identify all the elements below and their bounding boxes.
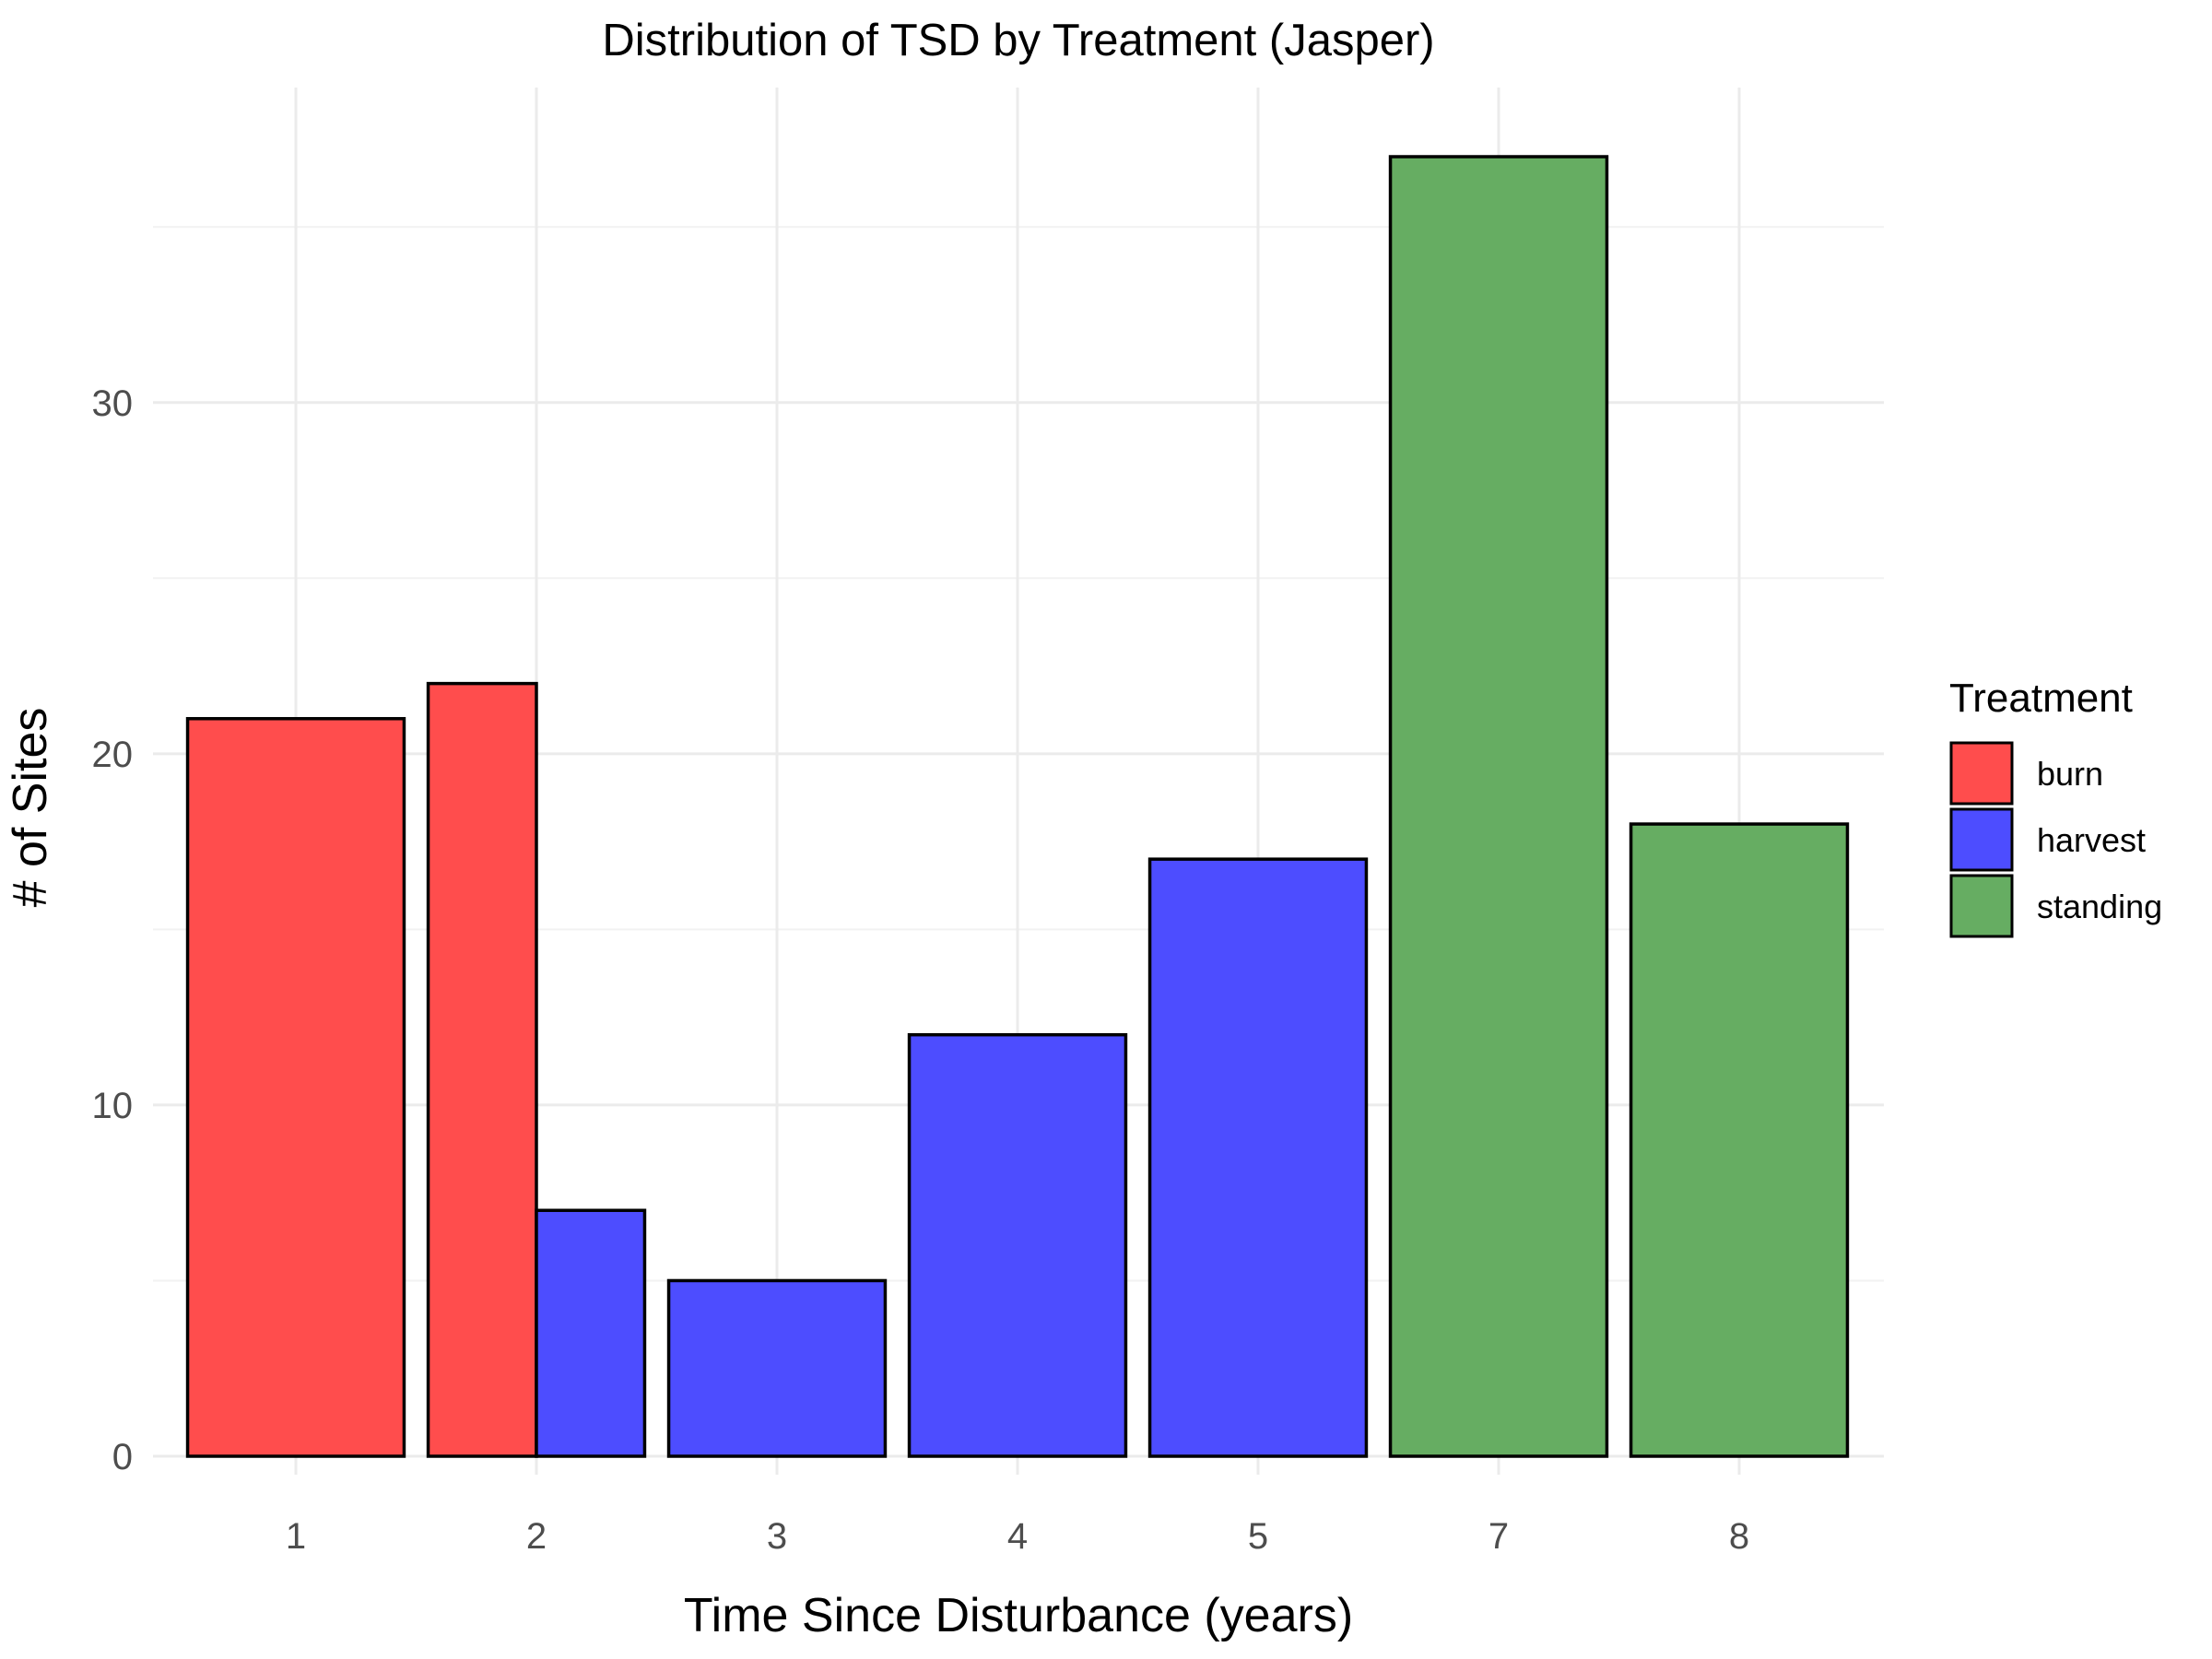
y-tick-label: 10 (92, 1086, 134, 1126)
x-tick-label: 4 (1007, 1516, 1028, 1557)
x-tick-labels: 1 2 3 4 5 7 8 (286, 1516, 1749, 1557)
chart-title: Distribution of TSD by Treatment (Jasper… (602, 16, 1434, 65)
legend-swatch-standing (1949, 874, 2014, 938)
bar-harvest-3 (666, 1278, 888, 1458)
x-tick-label: 3 (767, 1516, 787, 1557)
y-tick-label: 0 (112, 1437, 133, 1477)
bar-standing-8 (1629, 822, 1850, 1458)
legend-label-standing: standing (2037, 888, 2162, 925)
x-tick-label: 7 (1488, 1516, 1509, 1557)
bar-harvest-2 (535, 1208, 647, 1458)
y-tick-label: 20 (92, 735, 134, 775)
bar-harvest-5 (1147, 857, 1369, 1458)
y-axis-title: # of Sites (4, 708, 57, 908)
bar-burn-2 (426, 681, 538, 1458)
x-tick-label: 2 (526, 1516, 547, 1557)
bars (185, 155, 1850, 1458)
legend-label-harvest: harvest (2037, 821, 2146, 859)
x-tick-label: 8 (1729, 1516, 1749, 1557)
x-tick-label: 1 (286, 1516, 306, 1557)
bar-standing-7 (1388, 155, 1609, 1458)
legend-swatch-harvest (1949, 807, 2014, 872)
y-tick-labels: 0 10 20 30 (92, 383, 134, 1477)
x-axis-title: Time Since Disturbance (years) (684, 1589, 1353, 1642)
x-tick-label: 5 (1248, 1516, 1268, 1557)
legend-label-burn: burn (2037, 755, 2103, 793)
legend-title: Treatment (1949, 676, 2133, 721)
legend: Treatment burn harvest standing (1949, 676, 2162, 938)
y-tick-label: 30 (92, 383, 134, 424)
legend-swatch-burn (1949, 741, 2014, 806)
bar-harvest-4 (907, 1032, 1128, 1458)
bar-burn-1 (185, 716, 406, 1458)
